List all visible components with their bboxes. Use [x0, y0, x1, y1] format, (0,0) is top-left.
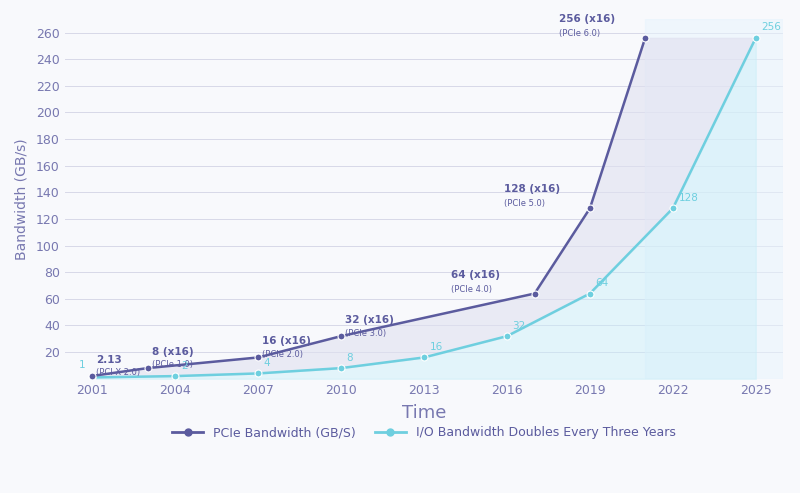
- Text: 4: 4: [264, 358, 270, 368]
- I/O Bandwidth Doubles Every Three Years: [87, 375, 97, 381]
- Text: 64 (x16): 64 (x16): [451, 270, 500, 280]
- I/O Bandwidth Doubles Every Three Years: [254, 370, 263, 376]
- Text: 1: 1: [78, 360, 85, 370]
- Text: 256: 256: [762, 22, 782, 33]
- I/O Bandwidth Doubles Every Three Years: [502, 333, 512, 339]
- Text: 2: 2: [181, 360, 187, 371]
- Text: 64: 64: [595, 278, 609, 288]
- Text: (PCIe 3.0): (PCIe 3.0): [346, 328, 386, 338]
- Text: 128 (x16): 128 (x16): [504, 184, 560, 194]
- Text: (PCIe 4.0): (PCIe 4.0): [451, 284, 492, 293]
- I/O Bandwidth Doubles Every Three Years: [585, 290, 594, 296]
- I/O Bandwidth Doubles Every Three Years: [170, 373, 180, 379]
- Text: 8 (x16): 8 (x16): [152, 347, 194, 357]
- PCIe Bandwidth (GB/S): [254, 354, 263, 360]
- Text: (PCIe 2.0): (PCIe 2.0): [262, 350, 303, 359]
- Text: 8: 8: [346, 352, 354, 362]
- PCIe Bandwidth (GB/S): [143, 365, 153, 371]
- Text: (PCIe 6.0): (PCIe 6.0): [559, 29, 600, 38]
- Text: 32: 32: [513, 320, 526, 331]
- Line: I/O Bandwidth Doubles Every Three Years: I/O Bandwidth Doubles Every Three Years: [89, 35, 759, 381]
- PCIe Bandwidth (GB/S): [87, 373, 97, 379]
- PCIe Bandwidth (GB/S): [530, 290, 539, 296]
- Text: 128: 128: [678, 193, 698, 203]
- Text: 32 (x16): 32 (x16): [346, 315, 394, 325]
- Text: (PCIe 1.0): (PCIe 1.0): [152, 360, 193, 369]
- Y-axis label: Bandwidth (GB/s): Bandwidth (GB/s): [15, 138, 29, 260]
- Text: 2.13: 2.13: [97, 355, 122, 365]
- X-axis label: Time: Time: [402, 404, 446, 422]
- I/O Bandwidth Doubles Every Three Years: [751, 35, 761, 41]
- PCIe Bandwidth (GB/S): [336, 333, 346, 339]
- Text: 16 (x16): 16 (x16): [262, 336, 311, 346]
- Text: (PCI-X 2.0): (PCI-X 2.0): [97, 368, 141, 377]
- Text: 256 (x16): 256 (x16): [559, 14, 615, 24]
- I/O Bandwidth Doubles Every Three Years: [419, 354, 429, 360]
- I/O Bandwidth Doubles Every Three Years: [668, 206, 678, 211]
- Text: 16: 16: [430, 342, 443, 352]
- Bar: [645, 19, 783, 379]
- Text: (PCIe 5.0): (PCIe 5.0): [504, 199, 545, 209]
- Line: PCIe Bandwidth (GB/S): PCIe Bandwidth (GB/S): [89, 35, 649, 380]
- PCIe Bandwidth (GB/S): [640, 35, 650, 41]
- Legend: PCIe Bandwidth (GB/S), I/O Bandwidth Doubles Every Three Years: PCIe Bandwidth (GB/S), I/O Bandwidth Dou…: [167, 422, 681, 444]
- PCIe Bandwidth (GB/S): [585, 206, 594, 211]
- I/O Bandwidth Doubles Every Three Years: [336, 365, 346, 371]
